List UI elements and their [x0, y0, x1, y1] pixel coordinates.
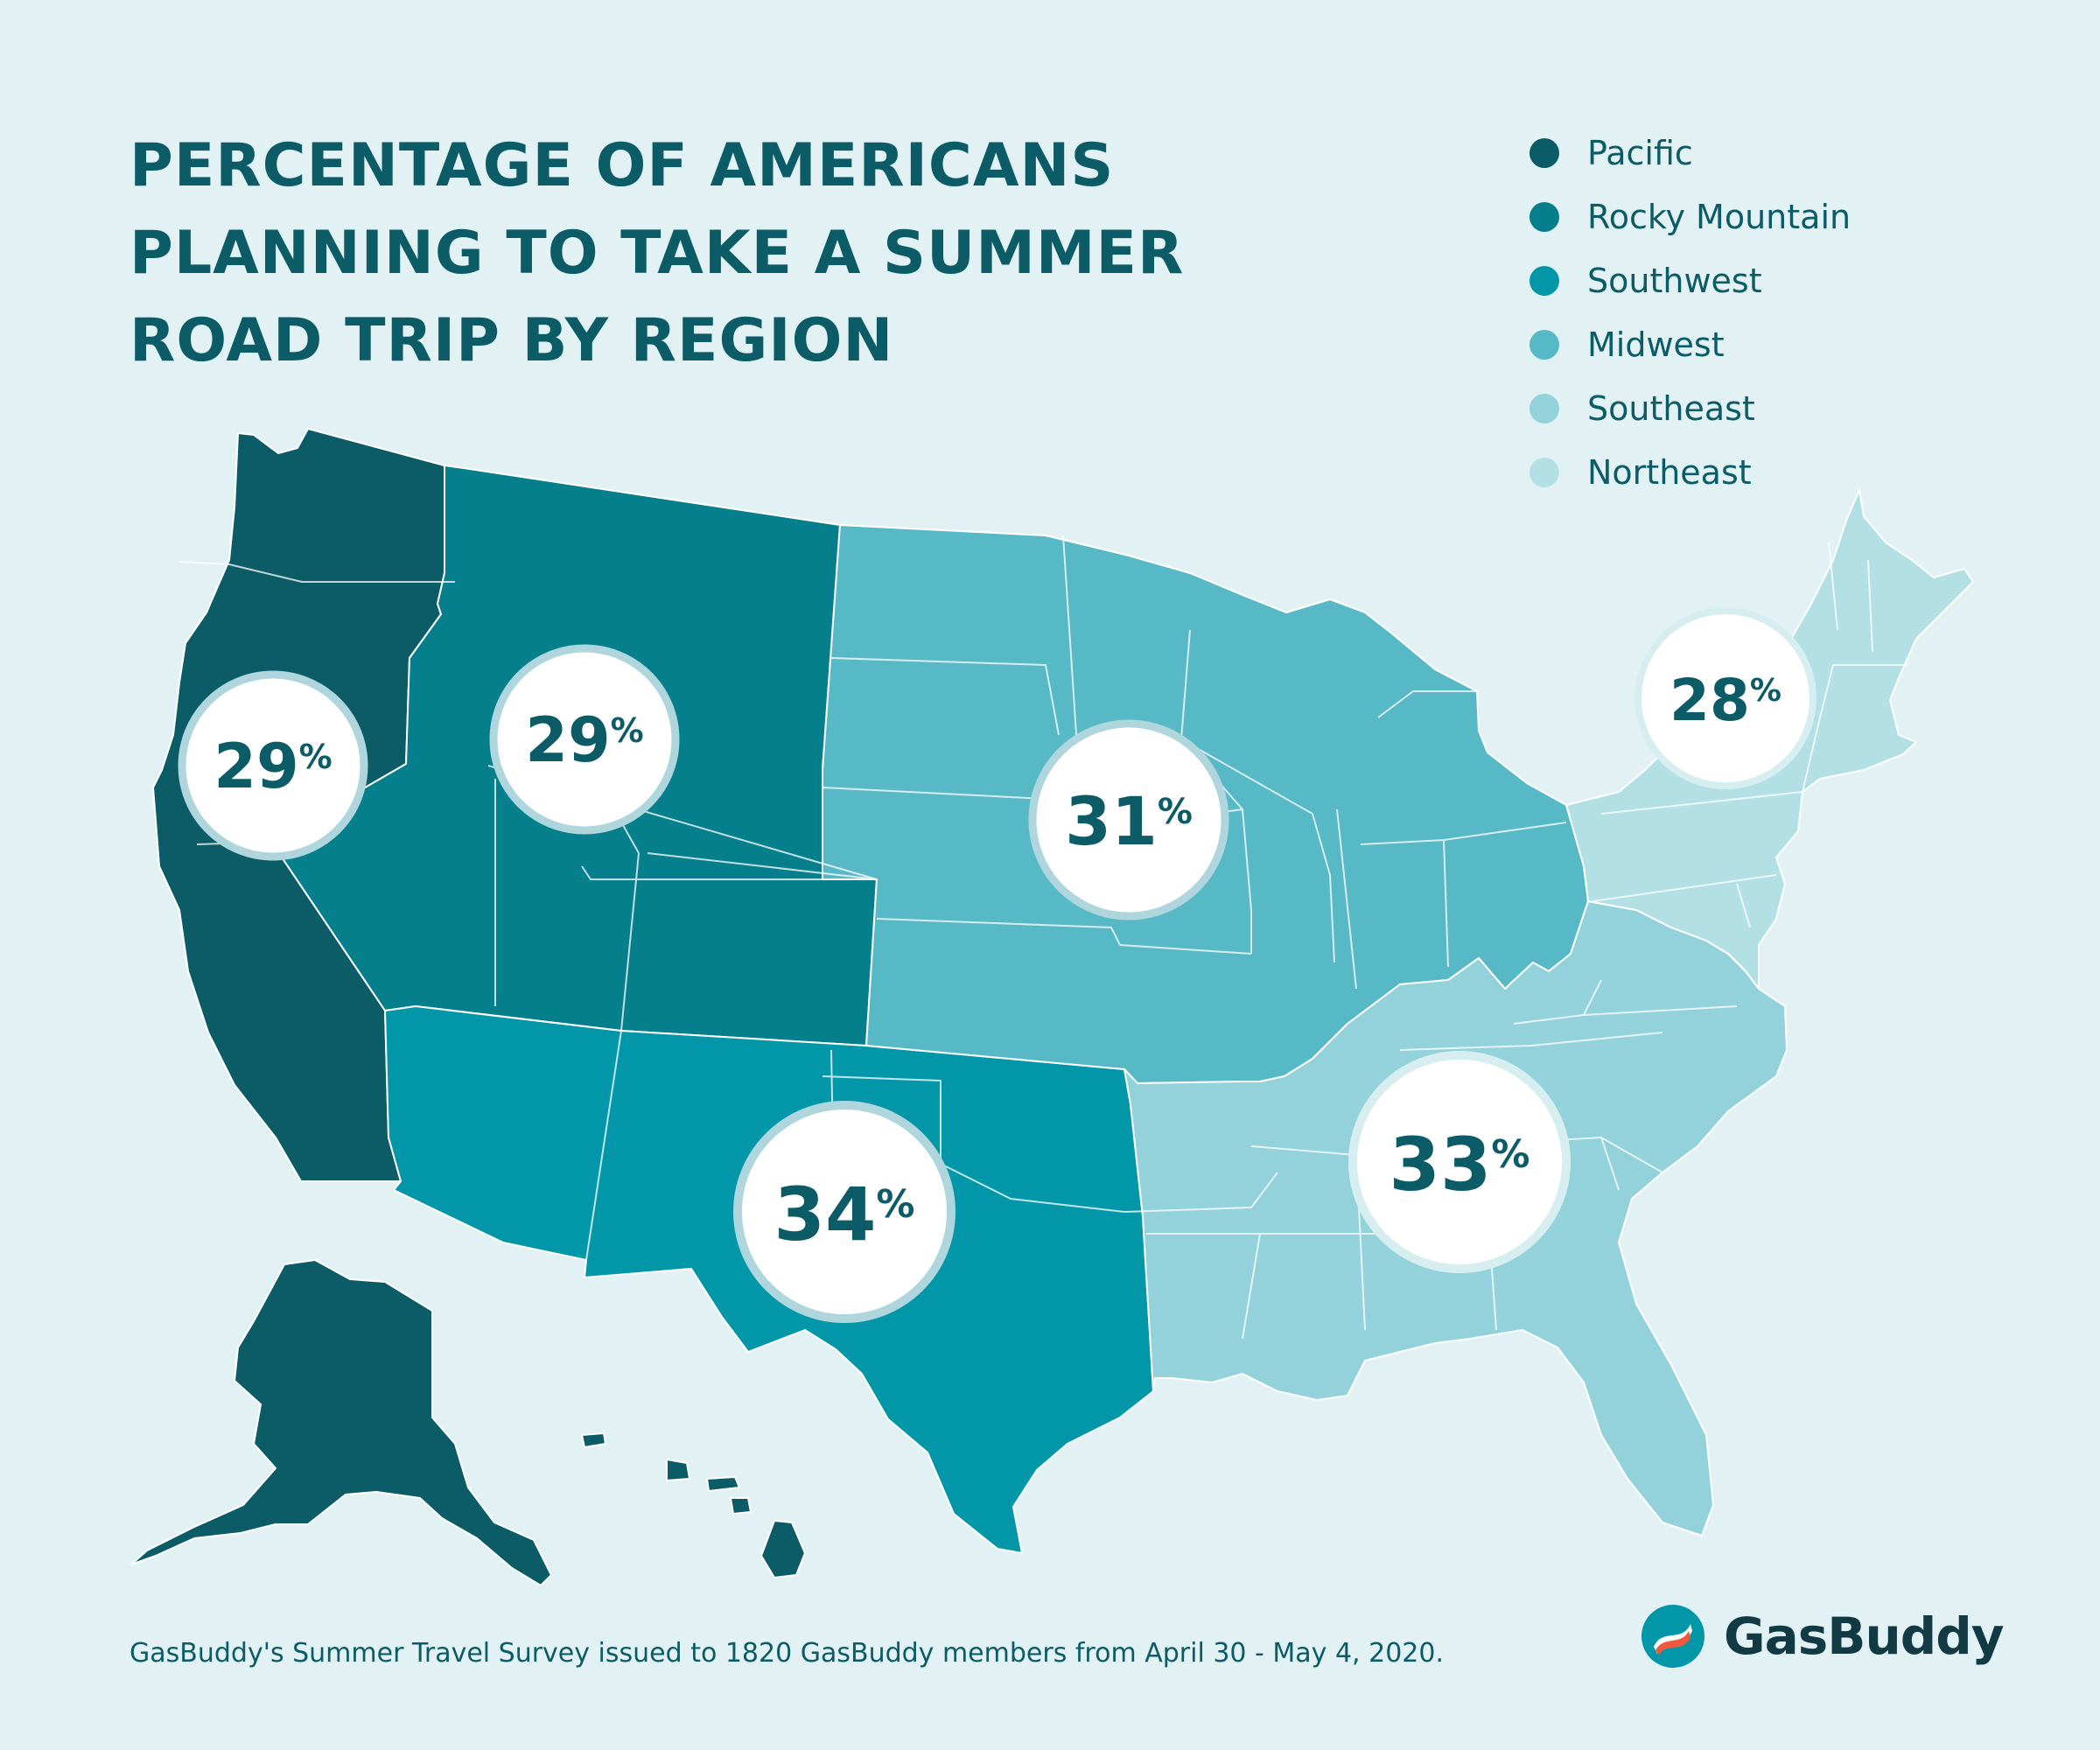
title-line-1: PERCENTAGE OF AMERICANS	[130, 131, 1115, 200]
legend-item-southeast: Southeast	[1530, 376, 1851, 440]
page-title: PERCENTAGE OF AMERICANS PLANNING TO TAKE…	[130, 122, 1337, 385]
legend-label: Southwest	[1587, 261, 1762, 300]
legend-label: Rocky Mountain	[1587, 197, 1852, 236]
region-pacific-hawaii	[760, 1520, 806, 1578]
title-line-2: PLANNING TO TAKE A SUMMER	[130, 219, 1185, 288]
gasbuddy-logo-icon	[1642, 1605, 1704, 1668]
badge-value: 29	[214, 731, 298, 802]
region-pacific-hawaii-islands	[581, 1432, 752, 1515]
legend-swatch	[1530, 265, 1559, 296]
svg-text:28%: 28%	[1670, 667, 1782, 734]
svg-text:34%: 34%	[774, 1172, 915, 1257]
title-line-3: ROAD TRIP BY REGION	[130, 306, 894, 375]
badge-southwest: 34%	[733, 1101, 956, 1323]
badge-value: 33	[1390, 1122, 1492, 1208]
legend-item-northeast: Northeast	[1530, 440, 1851, 504]
badge-value: 34	[774, 1172, 877, 1257]
badge-unit: %	[299, 738, 332, 776]
legend-label: Pacific	[1587, 133, 1693, 172]
badge-pacific: 29%	[178, 670, 368, 861]
footnote: GasBuddy's Summer Travel Survey issued t…	[130, 1638, 1444, 1669]
legend-item-southwest: Southwest	[1530, 248, 1851, 312]
svg-text:29%: 29%	[525, 704, 644, 776]
badge-unit: %	[1750, 673, 1782, 709]
badge-value: 28	[1670, 667, 1750, 734]
legend-swatch	[1530, 137, 1559, 168]
svg-text:29%: 29%	[214, 731, 332, 802]
badge-value: 31	[1065, 782, 1158, 860]
svg-text:31%: 31%	[1065, 782, 1193, 860]
legend-item-pacific: Pacific	[1530, 121, 1851, 185]
brand: GasBuddy	[1638, 1601, 2005, 1671]
badge-unit: %	[1158, 792, 1193, 832]
legend-item-midwest: Midwest	[1530, 312, 1851, 376]
legend-item-rocky-mountain: Rocky Mountain	[1530, 185, 1851, 248]
badge-unit: %	[611, 711, 644, 750]
legend-swatch	[1530, 457, 1559, 487]
legend-label: Southeast	[1587, 388, 1755, 428]
badge-southeast: 33%	[1348, 1051, 1571, 1273]
legend: Pacific Rocky Mountain Southwest Midwest…	[1530, 121, 1851, 504]
badge-rocky-mountain: 29%	[489, 644, 680, 835]
badge-unit: %	[1491, 1132, 1530, 1177]
badge-value: 29	[525, 704, 610, 776]
legend-swatch	[1530, 201, 1559, 232]
badge-midwest: 31%	[1028, 719, 1229, 920]
badge-northeast: 28%	[1634, 607, 1816, 789]
badge-unit: %	[876, 1182, 914, 1227]
brand-name: GasBuddy	[1724, 1606, 2005, 1666]
legend-label: Midwest	[1587, 325, 1725, 364]
legend-swatch	[1530, 393, 1559, 424]
legend-swatch	[1530, 329, 1559, 360]
svg-text:33%: 33%	[1390, 1122, 1530, 1208]
legend-label: Northeast	[1587, 452, 1752, 492]
region-pacific-alaska	[130, 1259, 552, 1586]
